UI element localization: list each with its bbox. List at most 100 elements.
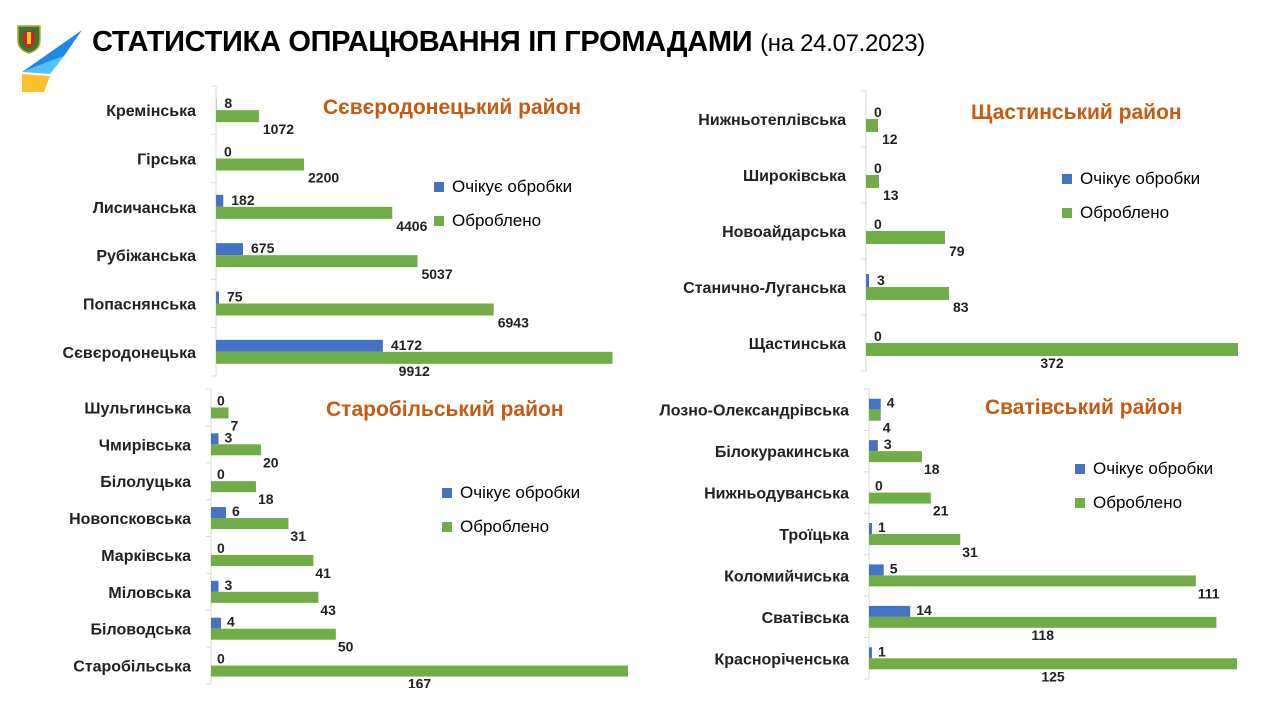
data-label-processed: 12 — [882, 131, 898, 147]
category-label: Троїцька — [779, 527, 849, 544]
data-label-processed: 125 — [1041, 668, 1065, 683]
data-label-pending: 0 — [875, 478, 883, 494]
bar-processed — [211, 554, 314, 566]
data-label-processed: 4 — [883, 420, 891, 436]
chart-shchastia-district: Нижньотеплівська 0 12 Широківська 0 13 Новоайд… — [640, 85, 1280, 375]
category-label: Рубіжанська — [96, 248, 196, 265]
data-label-processed: 6943 — [498, 315, 529, 331]
legend-swatch-processed — [434, 216, 444, 226]
bar-processed — [869, 575, 1196, 587]
bar-processed — [866, 343, 1238, 356]
bar-processed — [216, 351, 613, 364]
coat-of-arms-icon — [17, 25, 41, 54]
data-label-pending: 8 — [224, 95, 232, 111]
legend-label-pending: Очікує обробки — [460, 483, 581, 502]
bar-processed — [211, 628, 336, 640]
category-label: Білолуцька — [100, 474, 191, 491]
legend-item-processed: Оброблено — [1075, 493, 1213, 513]
data-label-processed: 79 — [949, 243, 965, 259]
data-label-processed: 50 — [338, 639, 354, 655]
legend-label-pending: Очікує обробки — [452, 177, 573, 196]
bar-processed — [211, 444, 261, 456]
bar-processed — [216, 158, 304, 171]
bar-pending — [211, 507, 226, 519]
data-label-processed: 7 — [230, 417, 238, 433]
category-label: Нижньотеплівська — [698, 112, 846, 129]
data-label-processed: 5037 — [421, 266, 452, 282]
data-label-pending: 0 — [874, 328, 882, 344]
category-label: Красноріченська — [715, 651, 850, 668]
category-label: Сватівська — [762, 610, 850, 627]
data-label-pending: 3 — [877, 272, 885, 288]
category-label: Коломийчиська — [724, 568, 849, 585]
chart-svatove-district: Лозно-Олександрівська 4 4 Білокуракинська 3 1… — [640, 383, 1280, 683]
data-label-processed: 372 — [1040, 355, 1064, 371]
legend-item-processed: Оброблено — [434, 211, 572, 231]
data-label-processed: 41 — [315, 565, 331, 581]
bar-pending — [211, 580, 219, 592]
data-label-pending: 0 — [217, 466, 225, 482]
legend-item-processed: Оброблено — [1062, 203, 1200, 223]
data-label-pending: 0 — [217, 540, 225, 556]
data-label-processed: 43 — [320, 602, 336, 618]
chart-legend: Очікує обробки Оброблено — [1062, 169, 1200, 223]
legend-swatch-processed — [1075, 498, 1085, 508]
bar-pending — [866, 274, 869, 287]
category-label: Чмирівська — [99, 437, 191, 454]
chart-starobilsk-district: Шульгинська 0 7 Чмирівська 3 20 Білолуцька 0 18 Н… — [0, 383, 640, 688]
data-label-processed: 167 — [408, 676, 432, 688]
data-label-pending: 0 — [874, 216, 882, 232]
bar-processed — [866, 287, 949, 300]
bar-processed — [866, 231, 945, 244]
bar-processed — [216, 110, 259, 123]
category-label: Нижньодуванська — [704, 486, 849, 503]
chart-title: Сєвєродонецький район — [323, 96, 582, 119]
bar-pending — [869, 647, 872, 659]
category-label: Станично-Луганська — [683, 280, 846, 297]
legend-swatch-pending — [442, 488, 452, 498]
legend-label-pending: Очікує обробки — [1093, 459, 1214, 478]
bar-processed — [211, 665, 628, 677]
bar-pending — [869, 605, 911, 617]
data-label-pending: 4172 — [391, 337, 422, 353]
category-label: Сєвєродонецька — [63, 345, 197, 362]
data-label-processed: 118 — [1031, 627, 1054, 643]
chart-title: Старобільський район — [326, 398, 564, 421]
category-label: Гірська — [137, 152, 196, 169]
legend-label-processed: Оброблено — [460, 517, 550, 536]
data-label-processed: 31 — [962, 544, 978, 560]
bar-pending — [216, 291, 219, 304]
legend-swatch-processed — [1062, 208, 1072, 218]
bar-pending — [216, 243, 243, 256]
data-label-pending: 4 — [227, 614, 235, 630]
legend-label-processed: Оброблено — [1080, 203, 1170, 222]
bar-processed — [869, 451, 922, 463]
bar-pending — [216, 194, 224, 207]
data-label-processed: 111 — [1198, 585, 1220, 601]
category-label: Марківська — [101, 548, 191, 565]
bar-pending — [869, 564, 884, 576]
data-label-pending: 3 — [224, 577, 232, 593]
data-label-processed: 31 — [290, 528, 306, 544]
data-label-pending: 0 — [874, 104, 882, 120]
data-label-processed: 13 — [883, 187, 899, 203]
bar-processed — [869, 616, 1217, 628]
data-label-pending: 4 — [887, 395, 895, 411]
category-label: Попаснянська — [83, 297, 196, 314]
bar-processed — [869, 492, 931, 504]
bar-pending — [211, 433, 219, 445]
legend-item-processed: Оброблено — [442, 517, 580, 537]
data-label-pending: 1 — [878, 643, 886, 659]
data-label-pending: 75 — [227, 289, 243, 305]
category-label: Щастинська — [749, 336, 846, 353]
data-label-pending: 0 — [217, 392, 225, 408]
data-label-processed: 2200 — [308, 170, 339, 186]
category-label: Новоайдарська — [722, 224, 846, 241]
page-title: СТАТИСТИКА ОПРАЦЮВАННЯ ІП ГРОМАДАМИ (на … — [92, 26, 925, 59]
data-label-processed: 20 — [263, 454, 279, 470]
category-label: Новопсковська — [69, 511, 191, 528]
legend-label-processed: Оброблено — [1093, 493, 1183, 512]
data-label-pending: 0 — [217, 651, 225, 667]
data-label-processed: 18 — [924, 461, 940, 477]
data-label-pending: 0 — [874, 160, 882, 176]
